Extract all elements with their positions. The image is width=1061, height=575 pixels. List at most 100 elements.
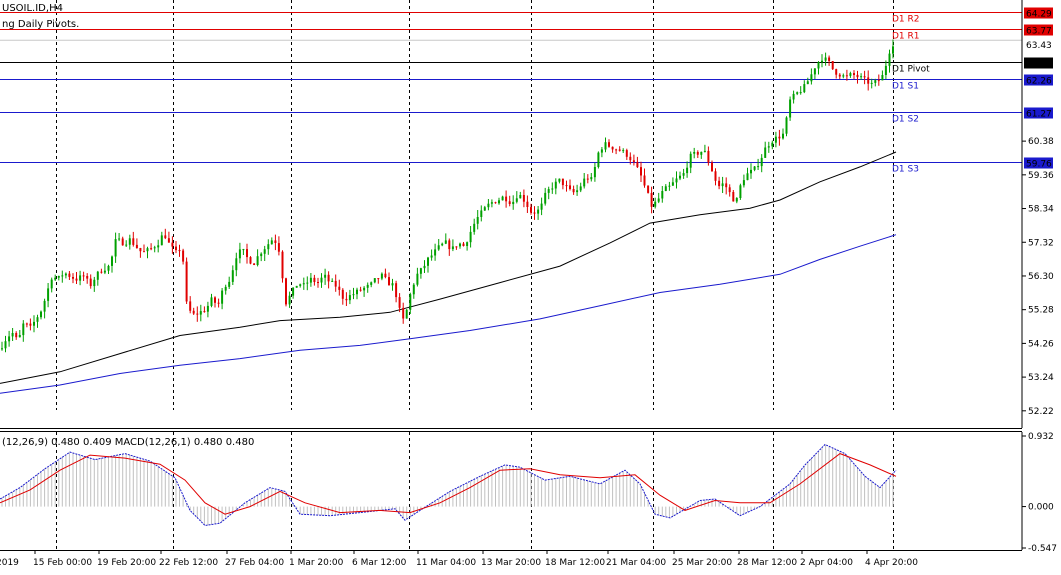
candle[interactable]: [118, 233, 121, 242]
candle[interactable]: [608, 139, 610, 148]
candle[interactable]: [363, 286, 366, 297]
candle[interactable]: [512, 195, 515, 210]
candle[interactable]: [249, 256, 252, 265]
candle[interactable]: [185, 257, 188, 305]
candle[interactable]: [590, 173, 593, 182]
candle[interactable]: [160, 231, 163, 246]
candle[interactable]: [103, 263, 106, 275]
candle[interactable]: [558, 178, 561, 184]
candle[interactable]: [615, 148, 618, 155]
candle[interactable]: [61, 270, 64, 283]
candle[interactable]: [863, 70, 866, 85]
candle[interactable]: [86, 273, 89, 284]
candle[interactable]: [29, 318, 32, 331]
candle[interactable]: [721, 176, 724, 193]
candle[interactable]: [569, 179, 571, 191]
candle[interactable]: [732, 190, 735, 202]
candle[interactable]: [767, 141, 770, 153]
candle[interactable]: [682, 168, 685, 179]
candle[interactable]: [881, 70, 884, 81]
candle[interactable]: [43, 298, 46, 319]
candle[interactable]: [473, 218, 476, 235]
candle[interactable]: [508, 195, 511, 207]
candle[interactable]: [100, 268, 103, 274]
candle[interactable]: [384, 268, 387, 279]
candle[interactable]: [274, 234, 277, 251]
candle[interactable]: [18, 330, 21, 338]
candle[interactable]: [576, 184, 579, 196]
candle[interactable]: [789, 96, 792, 121]
candle[interactable]: [856, 70, 859, 84]
candle[interactable]: [366, 282, 369, 293]
candle[interactable]: [189, 296, 192, 314]
candle[interactable]: [824, 52, 827, 66]
candle[interactable]: [22, 320, 25, 342]
candle[interactable]: [757, 158, 760, 170]
candle[interactable]: [874, 78, 877, 87]
candle[interactable]: [331, 278, 334, 282]
candle[interactable]: [388, 272, 390, 286]
candle[interactable]: [238, 242, 241, 264]
candle[interactable]: [405, 309, 408, 319]
candle[interactable]: [409, 292, 412, 314]
candle[interactable]: [803, 80, 806, 94]
candle[interactable]: [782, 128, 784, 140]
candle[interactable]: [210, 293, 213, 308]
candle[interactable]: [611, 146, 614, 153]
candle[interactable]: [572, 185, 575, 195]
candle[interactable]: [870, 78, 873, 89]
candle[interactable]: [487, 199, 490, 211]
candle[interactable]: [760, 154, 763, 173]
candle[interactable]: [561, 178, 564, 190]
candle[interactable]: [888, 49, 891, 73]
candle[interactable]: [221, 288, 224, 310]
candle[interactable]: [4, 335, 7, 353]
candle[interactable]: [295, 285, 298, 288]
candle[interactable]: [302, 277, 305, 290]
candle[interactable]: [359, 286, 362, 292]
candle[interactable]: [267, 239, 270, 255]
candle[interactable]: [654, 197, 657, 209]
candle[interactable]: [128, 234, 131, 250]
candle[interactable]: [583, 173, 586, 189]
candle[interactable]: [15, 331, 18, 340]
candle[interactable]: [40, 310, 42, 320]
candle[interactable]: [643, 168, 646, 188]
candle[interactable]: [121, 236, 124, 246]
candle[interactable]: [348, 289, 351, 305]
candle[interactable]: [884, 60, 887, 80]
candle[interactable]: [750, 163, 752, 179]
candle[interactable]: [632, 154, 635, 166]
candles-layer[interactable]: [1, 39, 894, 353]
candle[interactable]: [373, 278, 376, 284]
candle[interactable]: [427, 256, 429, 273]
candle[interactable]: [175, 241, 177, 254]
candle[interactable]: [96, 270, 99, 286]
candle[interactable]: [661, 186, 664, 203]
candle[interactable]: [199, 304, 202, 322]
candle[interactable]: [153, 245, 156, 253]
candle[interactable]: [821, 54, 823, 68]
candle[interactable]: [203, 306, 206, 313]
candle[interactable]: [412, 283, 415, 299]
candle[interactable]: [285, 277, 287, 307]
candle[interactable]: [849, 71, 852, 78]
candle[interactable]: [182, 248, 185, 265]
candle[interactable]: [480, 205, 483, 222]
candle[interactable]: [57, 275, 60, 281]
candle[interactable]: [260, 252, 263, 262]
candle[interactable]: [419, 267, 422, 279]
candle[interactable]: [256, 249, 259, 267]
candle[interactable]: [526, 195, 529, 214]
candle[interactable]: [700, 151, 703, 159]
candle[interactable]: [402, 302, 405, 324]
candle[interactable]: [167, 231, 170, 243]
candle[interactable]: [853, 70, 855, 80]
candle[interactable]: [728, 184, 731, 197]
candle[interactable]: [72, 273, 74, 284]
candle[interactable]: [146, 246, 149, 259]
candle[interactable]: [540, 197, 543, 216]
candle[interactable]: [657, 192, 660, 204]
candle[interactable]: [547, 186, 550, 200]
